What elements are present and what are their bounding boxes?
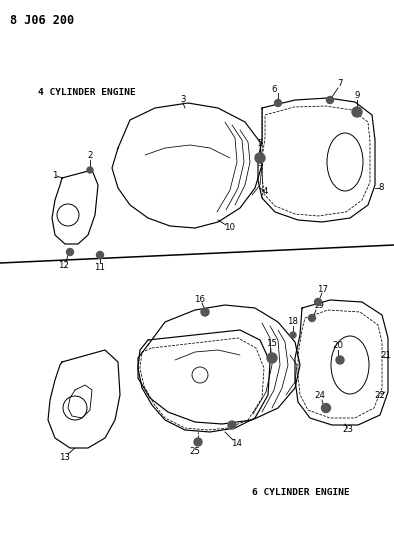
- Text: 8: 8: [378, 183, 384, 192]
- Text: 9: 9: [354, 92, 360, 101]
- Circle shape: [352, 107, 362, 117]
- Text: 8 J06 200: 8 J06 200: [10, 14, 74, 27]
- Text: 24: 24: [314, 392, 325, 400]
- Circle shape: [336, 356, 344, 364]
- Circle shape: [314, 298, 322, 305]
- Text: 2: 2: [87, 151, 93, 160]
- Text: 6: 6: [271, 85, 277, 94]
- Text: 7: 7: [337, 79, 343, 88]
- Text: 25: 25: [190, 448, 201, 456]
- Circle shape: [309, 314, 316, 321]
- Text: 13: 13: [59, 454, 71, 463]
- Text: 1: 1: [52, 171, 58, 180]
- Circle shape: [97, 252, 104, 259]
- Circle shape: [290, 332, 296, 338]
- Text: 17: 17: [318, 285, 329, 294]
- Text: 11: 11: [95, 262, 106, 271]
- Circle shape: [194, 438, 202, 446]
- Text: 10: 10: [225, 223, 236, 232]
- Text: 22: 22: [375, 391, 385, 400]
- Text: 3: 3: [180, 94, 186, 103]
- Text: 23: 23: [342, 425, 353, 434]
- Text: 12: 12: [58, 262, 69, 271]
- Circle shape: [275, 100, 281, 107]
- Circle shape: [67, 248, 74, 255]
- Text: 21: 21: [381, 351, 392, 360]
- Text: 18: 18: [288, 318, 299, 327]
- Text: 19: 19: [312, 302, 323, 311]
- Text: 4 CYLINDER ENGINE: 4 CYLINDER ENGINE: [38, 88, 136, 97]
- Circle shape: [267, 353, 277, 363]
- Text: 16: 16: [195, 295, 206, 303]
- Circle shape: [87, 167, 93, 173]
- Text: 14: 14: [232, 439, 242, 448]
- Circle shape: [201, 308, 209, 316]
- Circle shape: [327, 96, 333, 103]
- Circle shape: [255, 153, 265, 163]
- Text: 4: 4: [262, 188, 268, 197]
- Circle shape: [322, 403, 331, 413]
- Text: 15: 15: [266, 340, 277, 349]
- Text: 6 CYLINDER ENGINE: 6 CYLINDER ENGINE: [252, 488, 350, 497]
- Circle shape: [228, 421, 236, 429]
- Text: 5: 5: [257, 140, 263, 149]
- Text: 20: 20: [333, 342, 344, 351]
